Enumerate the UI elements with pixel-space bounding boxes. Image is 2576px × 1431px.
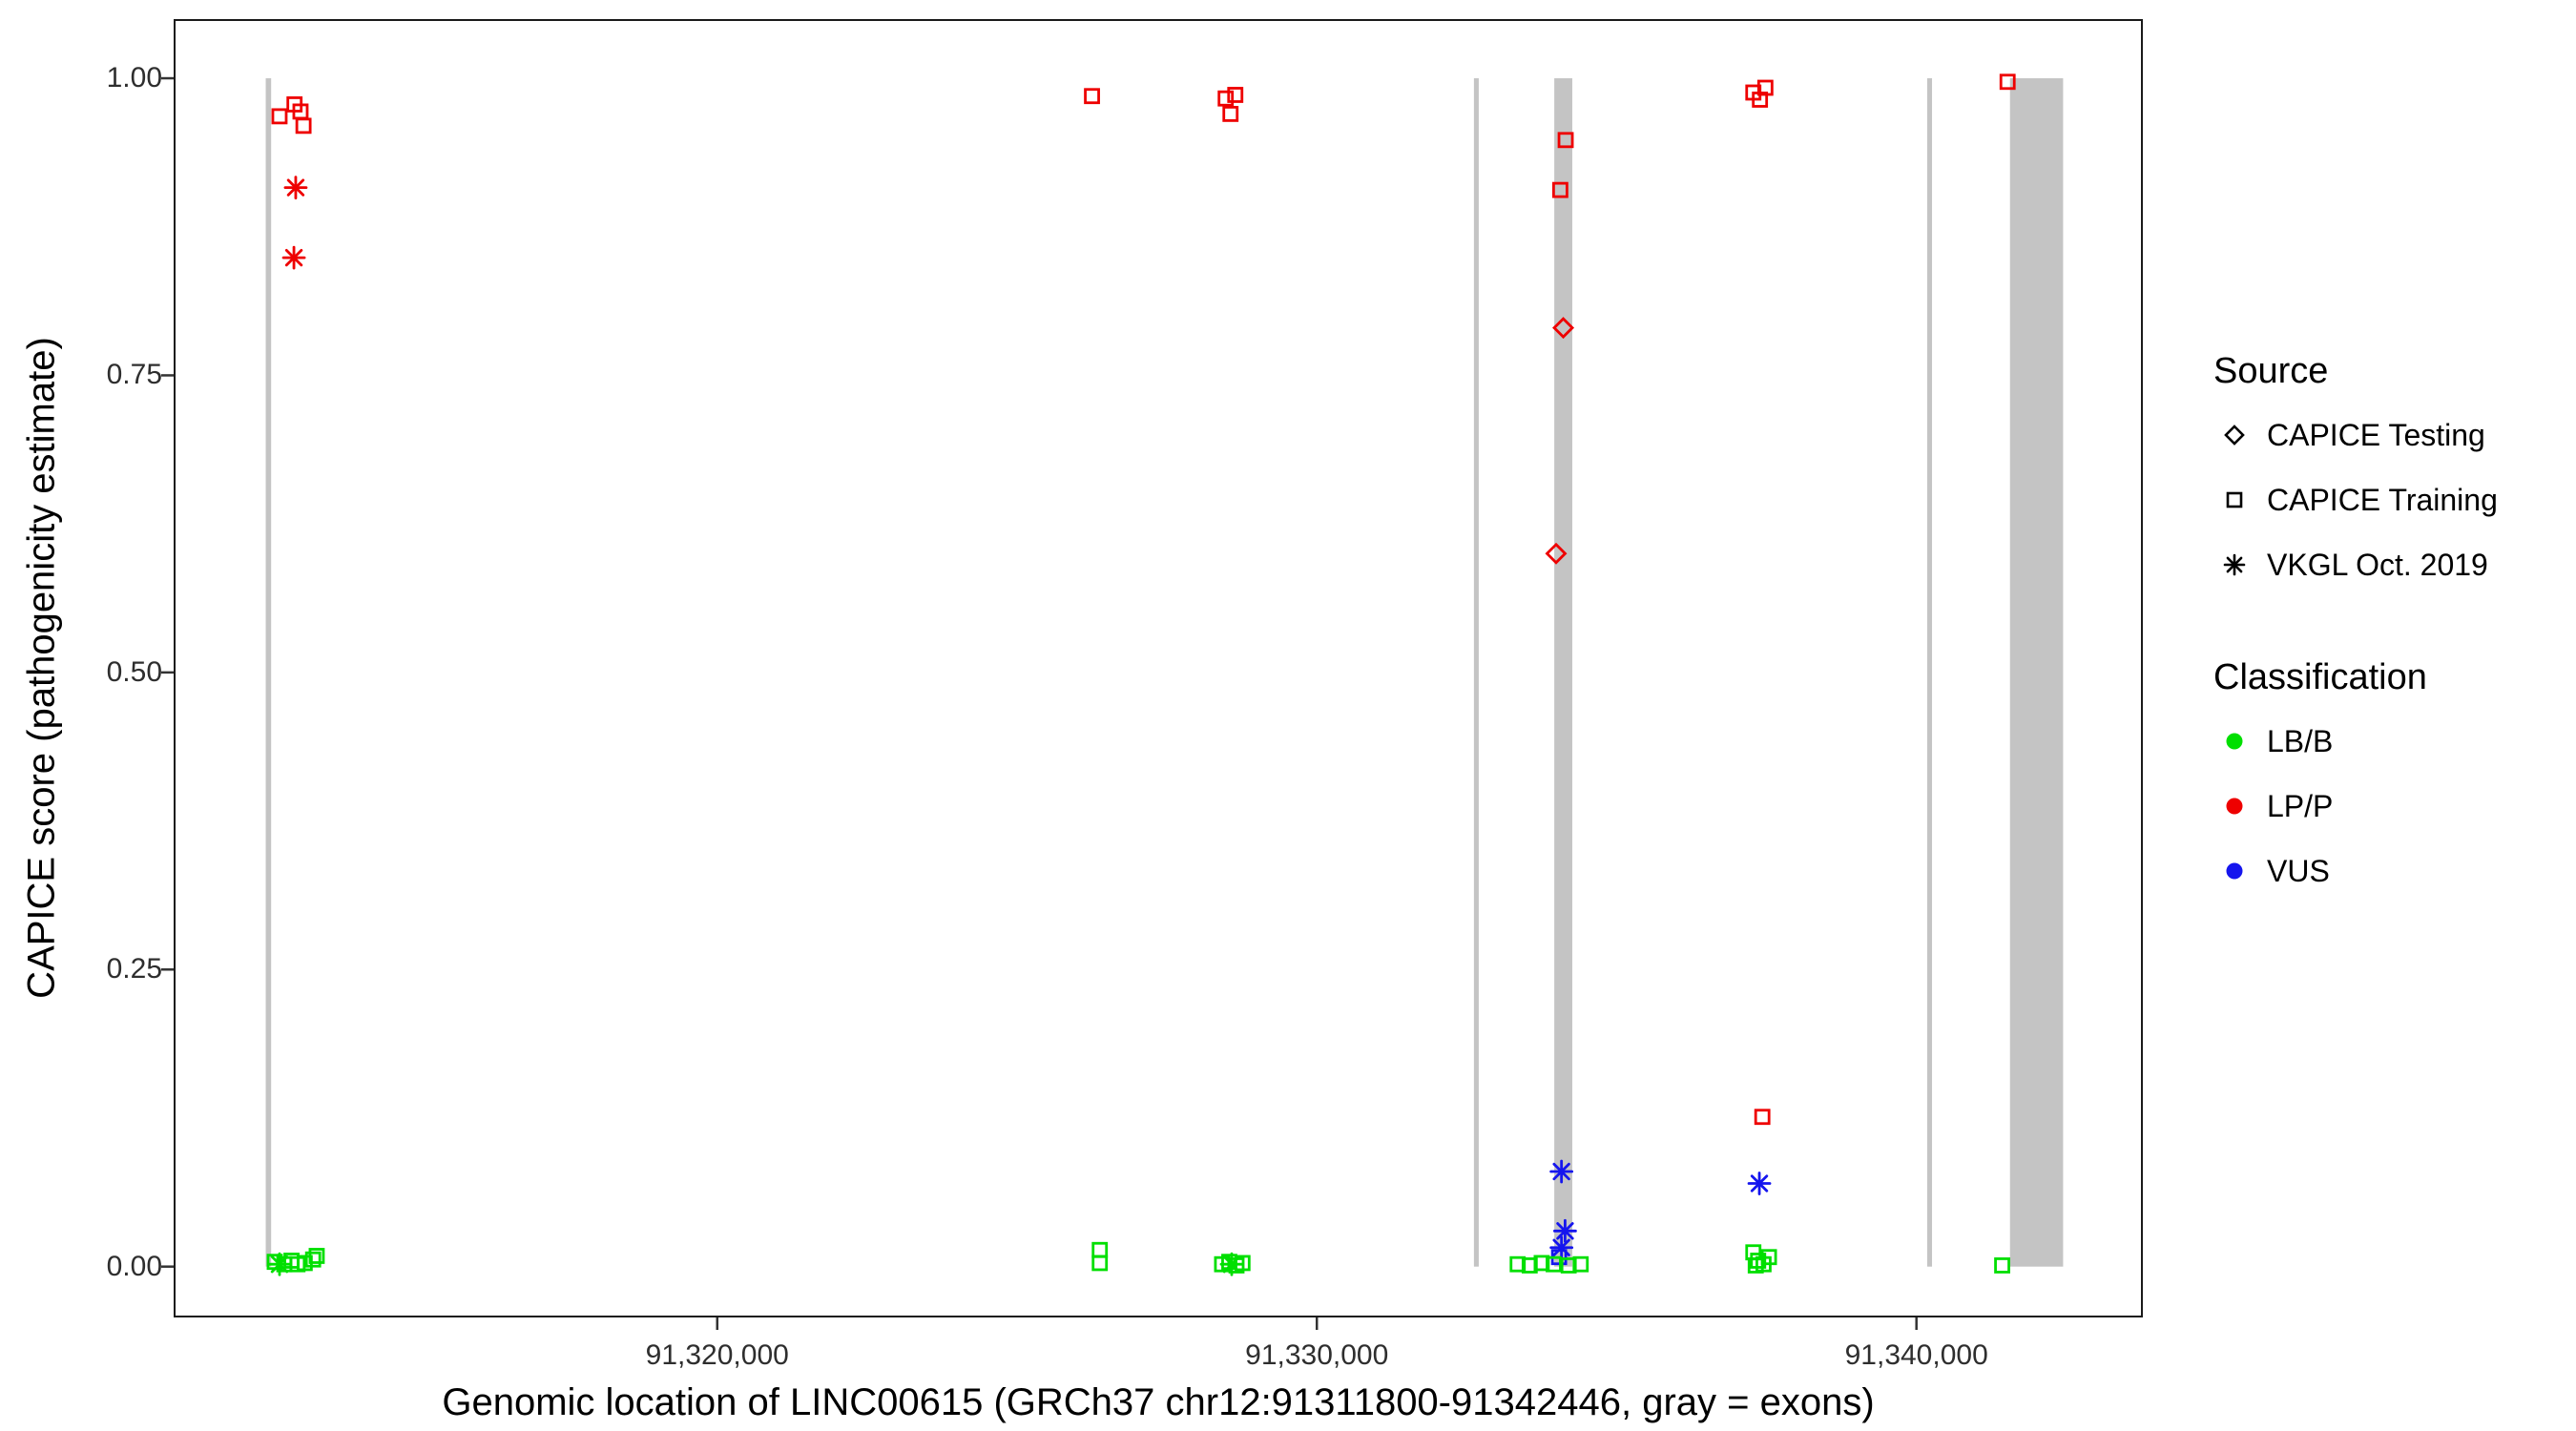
data-point-square <box>1227 87 1244 103</box>
data-point-square <box>1560 1257 1577 1274</box>
legend-item-vus: VUS <box>2213 849 2498 893</box>
x-tick-label: 91,330,000 <box>1245 1339 1389 1371</box>
data-point-square <box>308 1248 325 1264</box>
data-point-square <box>1509 1255 1527 1273</box>
asterisk-key-icon <box>2213 544 2255 586</box>
data-point-square <box>304 1251 322 1268</box>
data-point-square <box>1521 1257 1538 1274</box>
x-tick-label: 91,340,000 <box>1844 1339 1988 1371</box>
data-point-square <box>1752 92 1769 108</box>
y-tick-label: 1.00 <box>106 62 162 94</box>
data-point-diamond <box>1552 317 1575 340</box>
circle-key-icon <box>2213 785 2255 827</box>
legend-classification-group: Classification LB/B LP/P VUS <box>2213 657 2498 893</box>
exon-bar <box>2009 78 2064 1267</box>
data-point-diamond <box>1545 542 1568 565</box>
data-point-asterisk <box>283 176 308 200</box>
x-tick-label: 91,320,000 <box>645 1339 789 1371</box>
legend-item-label: VUS <box>2267 853 2330 888</box>
asterisk-marker <box>2223 553 2246 576</box>
legend-item-capice-training: CAPICE Training <box>2213 478 2498 522</box>
legend-classification-items: LB/B LP/P VUS <box>2213 719 2498 893</box>
x-axis-title: Genomic location of LINC00615 (GRCh37 ch… <box>442 1381 1875 1423</box>
legend-item-capice-testing: CAPICE Testing <box>2213 413 2498 457</box>
exon-bar <box>265 78 272 1267</box>
exon-bar <box>1473 78 1479 1267</box>
y-tick-label: 0.75 <box>106 359 162 391</box>
legend-source-group: Source CAPICE Testing CAPICE Training VKGL… <box>2213 351 2498 587</box>
legend-item-label: LB/B <box>2267 723 2334 758</box>
y-tick-label: 0.00 <box>106 1250 162 1282</box>
y-axis-title: CAPICE score (pathogenicity estimate) <box>20 337 63 999</box>
data-point-square <box>1747 1257 1764 1274</box>
legend-item-lp-p: LP/P <box>2213 784 2498 828</box>
data-point-asterisk <box>1747 1172 1772 1195</box>
data-point-square <box>1572 1255 1589 1273</box>
panel-border <box>174 19 2143 1317</box>
data-point-square <box>271 108 288 125</box>
legend-item-label: CAPICE Training <box>2267 482 2498 517</box>
legend-source-title: Source <box>2213 351 2329 391</box>
square-key-icon <box>2213 479 2255 521</box>
legend-item-vkgl-oct-2019: VKGL Oct. 2019 <box>2213 543 2498 587</box>
data-point-square <box>1999 73 2016 91</box>
data-point-asterisk <box>281 245 306 270</box>
legend-item-label: VKGL Oct. 2019 <box>2267 547 2488 582</box>
legend-item-lb-b: LB/B <box>2213 719 2498 763</box>
data-point-square <box>1551 181 1568 198</box>
data-point-asterisk <box>1549 1235 1574 1260</box>
legend-source-items: CAPICE Testing CAPICE Training VKGL Oct. 2… <box>2213 413 2498 587</box>
y-tick-label: 0.50 <box>106 655 162 688</box>
data-point-square <box>1760 1249 1777 1266</box>
data-point-square <box>1754 1109 1771 1126</box>
legend-item-label: CAPICE Testing <box>2267 417 2485 452</box>
legend-classification-title: Classification <box>2213 657 2427 697</box>
exon-bar <box>1554 78 1572 1267</box>
y-tick-label: 0.25 <box>106 953 162 985</box>
data-point-square <box>1084 88 1100 105</box>
data-point-square <box>1091 1241 1109 1258</box>
data-point-square <box>1557 132 1574 149</box>
data-point-square <box>1546 1255 1562 1273</box>
diamond-key-icon <box>2213 414 2255 456</box>
legend-item-label: LP/P <box>2267 788 2334 823</box>
data-point-square <box>295 117 312 135</box>
legend: Source CAPICE Testing CAPICE Training VKGL… <box>2213 351 2498 964</box>
data-point-square <box>1222 106 1239 122</box>
data-point-square <box>1217 90 1235 107</box>
data-point-square <box>1091 1255 1109 1272</box>
circle-key-icon <box>2213 850 2255 892</box>
data-point-asterisk <box>1549 1159 1574 1184</box>
data-point-square <box>1994 1257 2010 1274</box>
circle-key-icon <box>2213 720 2255 762</box>
data-point-square <box>1533 1255 1550 1272</box>
exon-bar <box>1927 78 1933 1267</box>
data-point-asterisk <box>1553 1218 1577 1243</box>
data-point-square <box>1234 1255 1251 1272</box>
